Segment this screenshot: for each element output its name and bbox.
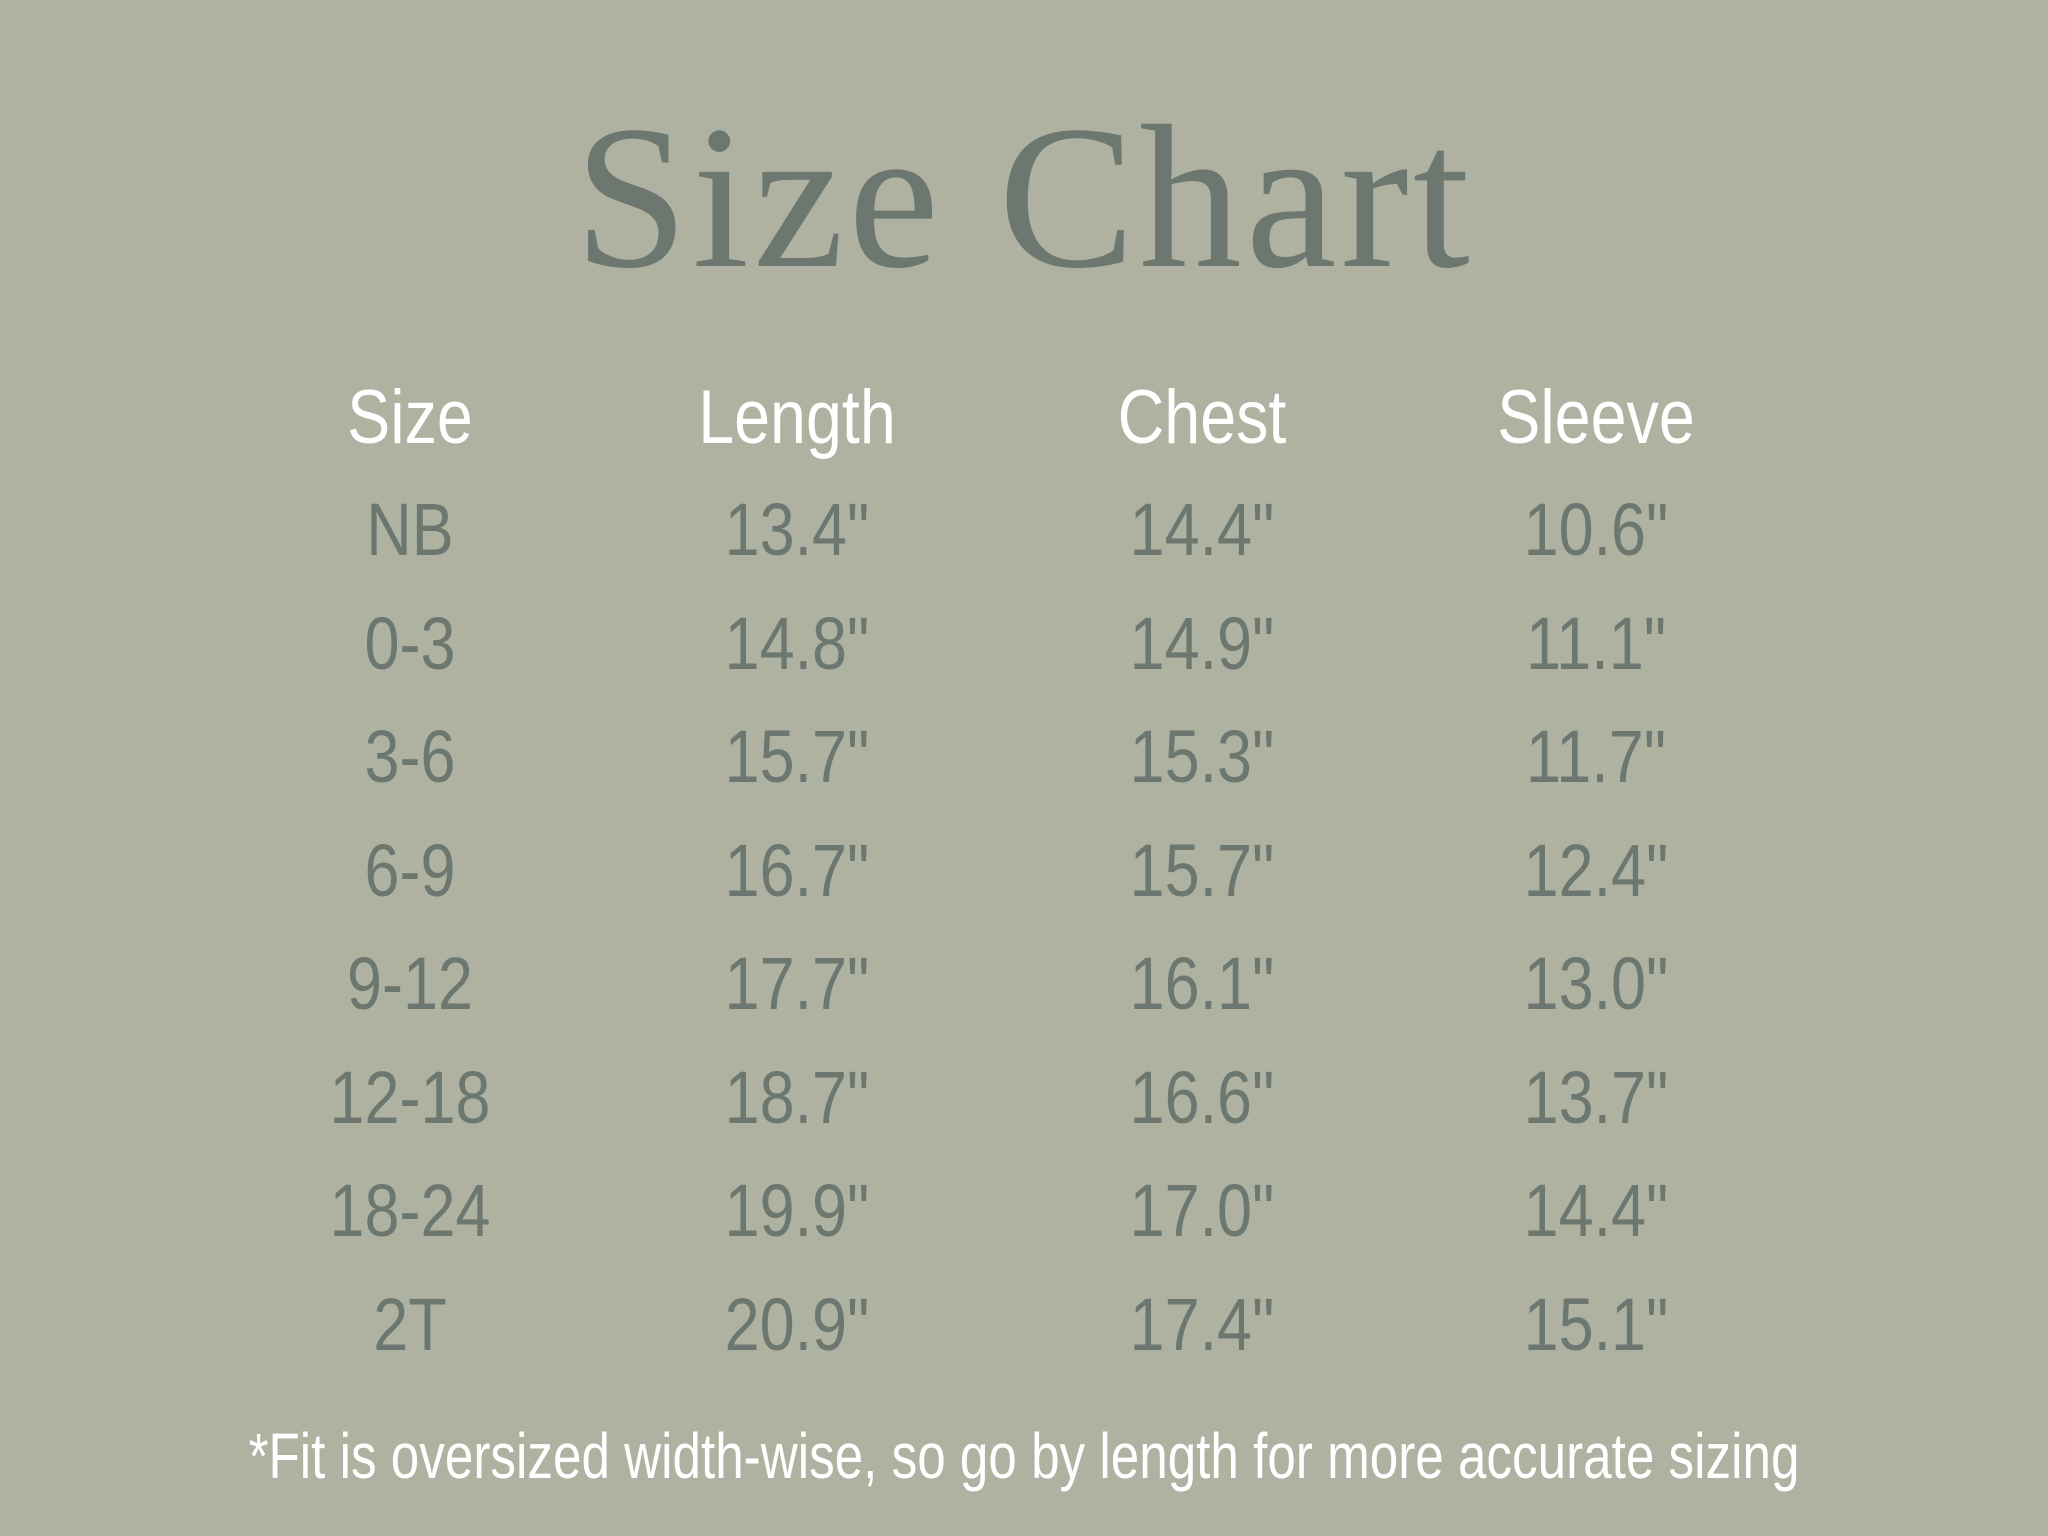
table-cell-length: 16.7" bbox=[724, 828, 870, 912]
table-cell-chest: 16.6" bbox=[1129, 1055, 1275, 1139]
table-cell-length: 13.4" bbox=[724, 488, 870, 571]
table-cell-sleeve: 12.4" bbox=[1523, 828, 1669, 912]
table-cell-size: 6-9 bbox=[364, 828, 456, 912]
table-cell-chest: 14.9" bbox=[1129, 601, 1275, 685]
table-cell-chest: 17.4" bbox=[1129, 1282, 1275, 1366]
column-header-chest: Chest bbox=[1117, 375, 1287, 460]
table-cell-size: 18-24 bbox=[329, 1169, 491, 1252]
table-cell-size: NB bbox=[366, 488, 454, 571]
column-header-sleeve: Sleeve bbox=[1497, 375, 1695, 460]
table-cell-chest: 15.3" bbox=[1129, 715, 1275, 798]
table-cell-length: 19.9" bbox=[724, 1169, 870, 1252]
table-cell-length: 18.7" bbox=[724, 1055, 870, 1139]
table-cell-sleeve: 14.4" bbox=[1523, 1169, 1669, 1252]
table-cell-size: 9-12 bbox=[347, 942, 473, 1025]
table-cell-chest: 15.7" bbox=[1129, 828, 1275, 912]
table-cell-sleeve: 10.6" bbox=[1523, 488, 1669, 571]
column-header-size: Size bbox=[347, 375, 473, 460]
table-cell-sleeve: 11.7" bbox=[1525, 715, 1667, 798]
table-cell-size: 2T bbox=[373, 1282, 447, 1366]
table-cell-length: 15.7" bbox=[724, 715, 870, 798]
table-cell-chest: 17.0" bbox=[1129, 1169, 1275, 1252]
table-cell-length: 14.8" bbox=[724, 601, 870, 685]
table-cell-sleeve: 11.1" bbox=[1525, 601, 1667, 685]
footnote: *Fit is oversized width-wise, so go by l… bbox=[248, 1420, 1800, 1492]
column-header-length: Length bbox=[698, 375, 896, 460]
table-cell-length: 20.9" bbox=[724, 1282, 870, 1366]
table-cell-size: 0-3 bbox=[364, 601, 456, 685]
table-cell-length: 17.7" bbox=[724, 942, 870, 1025]
table-cell-size: 3-6 bbox=[364, 715, 456, 798]
table-cell-size: 12-18 bbox=[329, 1055, 491, 1139]
table-cell-sleeve: 15.1" bbox=[1523, 1282, 1669, 1366]
table-cell-chest: 16.1" bbox=[1129, 942, 1275, 1025]
table-cell-chest: 14.4" bbox=[1129, 488, 1275, 571]
table-cell-sleeve: 13.0" bbox=[1523, 942, 1669, 1025]
table-cell-sleeve: 13.7" bbox=[1523, 1055, 1669, 1139]
page-title: Size Chart bbox=[574, 84, 1474, 311]
